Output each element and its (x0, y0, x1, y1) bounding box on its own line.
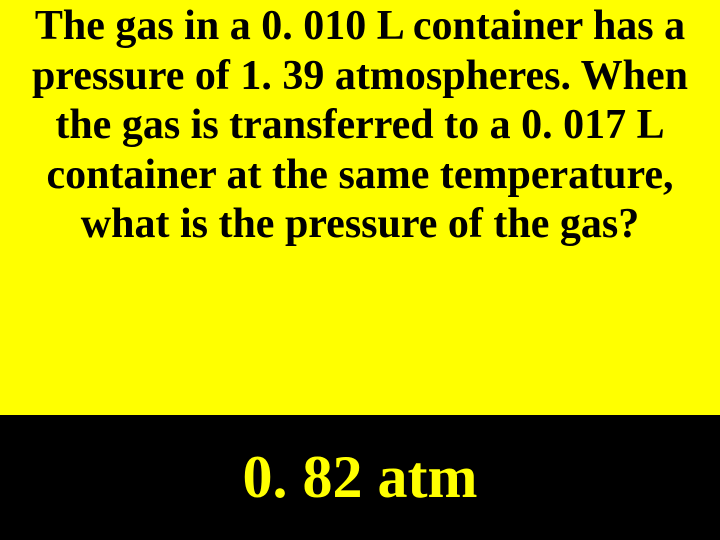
question-text: The gas in a 0. 010 L container has a pr… (0, 0, 720, 250)
slide: The gas in a 0. 010 L container has a pr… (0, 0, 720, 540)
answer-text: 0. 82 atm (0, 415, 720, 540)
answer-band: 0. 82 atm (0, 415, 720, 540)
